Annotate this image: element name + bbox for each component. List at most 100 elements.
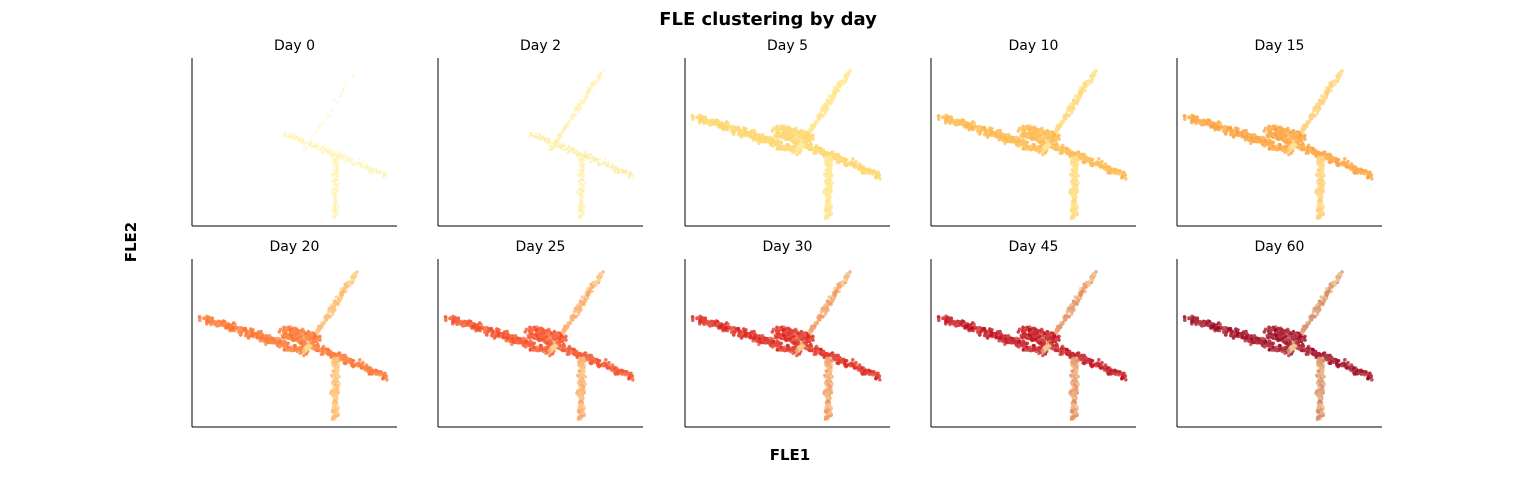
cell-point	[1045, 130, 1049, 134]
cell-point	[326, 147, 330, 150]
cell-point	[1317, 193, 1321, 197]
cell-point	[331, 375, 335, 379]
cell-point	[805, 145, 809, 150]
cell-point	[580, 182, 583, 186]
cell-point	[1071, 157, 1075, 162]
cell-point	[627, 176, 631, 179]
cell-point	[333, 378, 338, 383]
cell-point	[1095, 160, 1099, 165]
cell-point	[736, 125, 741, 130]
cell-point	[296, 331, 301, 336]
cell-point	[576, 154, 580, 157]
cell-point	[948, 116, 953, 120]
cell-point	[577, 112, 580, 115]
cell-point	[1079, 92, 1083, 96]
cell-point	[295, 135, 298, 138]
cell-point	[258, 331, 263, 336]
cell-point	[280, 333, 285, 338]
cell-point	[1297, 136, 1301, 140]
cell-point	[838, 84, 842, 88]
cell-point	[860, 165, 864, 169]
cell-point	[1257, 139, 1261, 144]
cell-point	[972, 121, 976, 126]
cell-point	[568, 151, 571, 155]
cell-point	[1228, 132, 1233, 137]
cell-point	[581, 160, 584, 163]
cell-point	[312, 346, 316, 351]
cell-point	[854, 159, 858, 164]
cell-point	[541, 135, 544, 138]
cell-point	[1046, 136, 1050, 141]
cell-point	[1336, 77, 1341, 81]
cell-point	[1318, 188, 1323, 193]
cell-point	[1318, 151, 1323, 156]
cell-point	[315, 328, 320, 332]
cell-point	[593, 159, 596, 162]
cell-point	[321, 145, 324, 149]
cell-point	[1349, 162, 1354, 166]
cell-point	[1065, 146, 1069, 151]
cell-point	[1322, 181, 1326, 185]
cell-point	[352, 158, 355, 161]
cell-point	[577, 214, 581, 218]
cell-point	[817, 116, 821, 121]
cell-point	[977, 126, 981, 130]
cell-point	[1038, 127, 1042, 132]
cell-point	[732, 129, 737, 134]
panel-day-10: Day 10	[930, 38, 1136, 227]
cell-point	[582, 204, 586, 207]
cell-point	[841, 79, 845, 83]
cell-point	[334, 295, 339, 299]
cell-point	[518, 340, 522, 345]
cell-point	[1370, 177, 1374, 181]
cell-point	[986, 130, 991, 135]
cell-point	[1072, 188, 1077, 193]
cell-point	[331, 415, 335, 419]
cell-point	[348, 157, 352, 160]
cell-point	[832, 85, 837, 90]
cell-point	[587, 156, 591, 160]
cell-point	[765, 139, 769, 144]
cell-point	[824, 174, 828, 178]
cell-point	[348, 280, 352, 284]
cell-point	[556, 134, 560, 137]
cell-point	[302, 148, 305, 151]
cell-point	[1319, 94, 1324, 98]
cell-point	[566, 152, 569, 155]
cell-point	[489, 326, 494, 331]
cell-point	[578, 168, 581, 172]
cell-point	[582, 168, 585, 172]
cell-point	[531, 134, 534, 138]
cell-point	[1070, 105, 1074, 110]
cell-point	[721, 126, 726, 131]
cell-point	[604, 157, 607, 160]
cell-point	[333, 352, 338, 357]
cell-point	[291, 132, 294, 135]
cell-point	[285, 348, 290, 352]
cell-point	[607, 164, 611, 167]
cell-point	[335, 176, 338, 179]
cell-point	[578, 158, 582, 161]
cell-point	[808, 141, 813, 146]
cell-point	[805, 136, 809, 140]
cell-point	[827, 94, 832, 98]
cell-point	[574, 106, 577, 109]
panel-day-0: Day 0	[191, 38, 397, 227]
cell-point	[1124, 177, 1128, 181]
cell-point	[538, 134, 541, 137]
x-axis-label: FLE1	[770, 446, 811, 464]
cell-point	[1065, 113, 1069, 118]
cell-point	[559, 132, 562, 136]
cell-point	[332, 158, 336, 161]
cell-point	[1073, 199, 1077, 203]
cell-point	[1336, 158, 1341, 162]
cell-point	[1281, 130, 1285, 135]
cell-point	[570, 117, 574, 120]
cell-point	[748, 133, 753, 138]
cell-point	[581, 193, 584, 196]
cell-point	[281, 135, 285, 138]
cell-point	[577, 208, 580, 212]
cell-point	[577, 163, 581, 166]
cell-point	[1118, 169, 1122, 173]
cell-point	[583, 158, 586, 162]
